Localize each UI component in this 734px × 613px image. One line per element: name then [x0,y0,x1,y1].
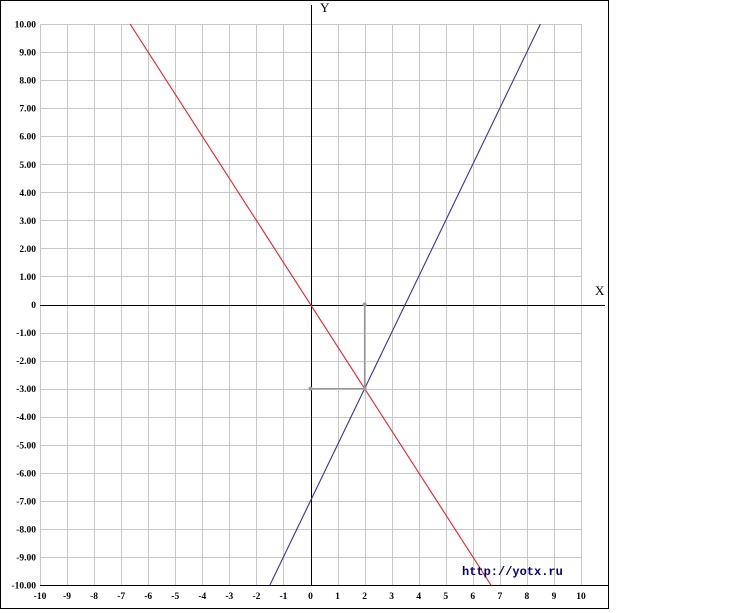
series-layer [129,24,541,585]
tick-layer: -10 -9 -8 -7 -6 -5 -4 -3 -2 -1 0 1 2 3 4 5 6 7 8 9 1010.009.… [11,21,586,603]
x-tick-label: 2 [362,592,367,602]
x-tick-label: -7 [117,592,125,602]
x-tick-label: 6 [470,592,475,602]
y-tick-label: -2.00 [16,357,36,367]
y-tick-label: -9.00 [16,553,36,563]
x-tick-label: 4 [416,592,421,602]
y-tick-label: 6.00 [19,133,36,143]
x-tick-label: -2 [252,592,260,602]
y-tick-label: 4.00 [19,189,36,199]
x-tick-label: -6 [144,592,152,602]
y-tick-label: -8.00 [16,525,36,535]
y-tick-label: 10.00 [15,21,37,31]
x-tick-label: -1 [279,592,287,602]
guide-layer [308,302,367,391]
x-tick-label: 8 [525,592,530,602]
series-line-2 [269,24,541,585]
y-tick-label: 3.00 [19,217,36,227]
guide-point [362,302,367,307]
x-tick-label: 9 [552,592,557,602]
y-tick-label: 8.00 [19,77,36,87]
y-tick-label: -10.00 [11,582,36,592]
guide-point [362,386,367,391]
y-tick-label: 0 [31,301,36,311]
x-tick-label: -4 [198,592,206,602]
series-line-1 [129,24,492,585]
y-tick-label: 2.00 [19,245,36,255]
y-tick-label: 9.00 [19,49,36,59]
grid-layer [40,24,582,586]
x-tick-label: -10 [34,592,47,602]
y-tick-label: 7.00 [19,105,36,115]
x-tick-label: 5 [443,592,448,602]
y-tick-label: 1.00 [19,273,36,283]
y-axis-title: Y [320,0,330,15]
y-tick-label: -1.00 [16,329,36,339]
x-tick-label: 3 [389,592,394,602]
y-tick-label: -6.00 [16,469,36,479]
watermark-text: http://yotx.ru [462,565,563,579]
y-tick-label: -3.00 [16,385,36,395]
y-tick-label: -5.00 [16,441,36,451]
outer-frame [0,0,609,609]
guide-point [308,386,313,391]
x-tick-label: 1 [335,592,340,602]
x-tick-label: 10 [576,592,586,602]
x-tick-label: -5 [171,592,179,602]
x-axis-title: X [595,283,605,298]
x-tick-label: 7 [497,592,502,602]
y-tick-label: 5.00 [19,161,36,171]
x-tick-label: 0 [308,592,313,602]
axes-layer [0,0,609,609]
y-tick-label: -7.00 [16,497,36,507]
x-tick-label: -9 [63,592,71,602]
y-tick-label: -4.00 [16,413,36,423]
x-tick-label: -3 [225,592,233,602]
x-tick-label: -8 [90,592,98,602]
